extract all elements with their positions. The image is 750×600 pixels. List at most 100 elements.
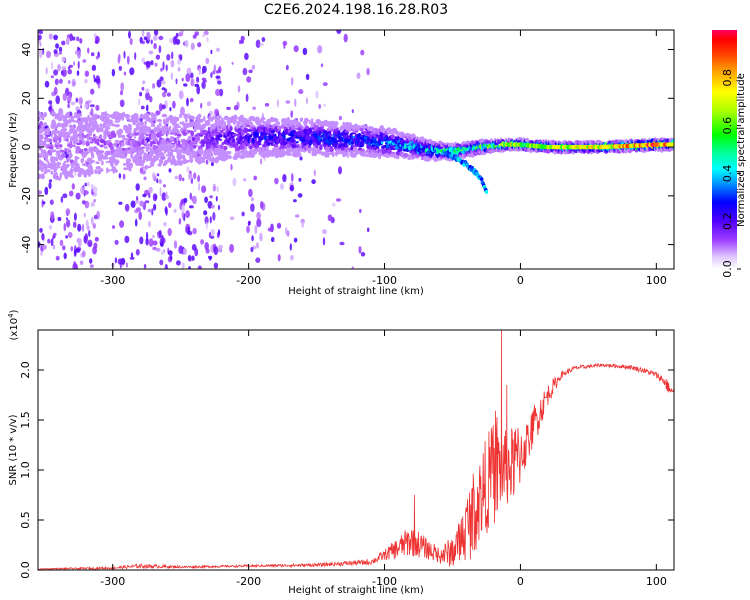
spectrogram-noise-cell: [197, 42, 202, 48]
spectrogram-ridge-cell: [245, 133, 250, 136]
spectrogram-noise-cell: [317, 45, 323, 54]
spectrogram-noise-cell: [343, 33, 348, 43]
spectrogram-ridge-cell: [60, 152, 66, 159]
spectrogram-ridge-cell: [178, 154, 182, 161]
spectrogram-noise-cell: [52, 244, 56, 250]
spectrogram-noise-cell: [244, 52, 249, 61]
x-tick-label: -100: [372, 274, 397, 287]
spectrogram-noise-cell: [75, 248, 81, 253]
spectrogram-ridge-cell: [350, 124, 355, 129]
spectrogram-ridge-cell: [77, 173, 82, 178]
spectrogram-ridge-cell: [218, 116, 222, 119]
spectrogram-noise-cell: [186, 97, 189, 107]
spectrogram-noise-cell: [209, 216, 212, 224]
spectrogram-noise-cell: [336, 30, 342, 34]
spectrogram-noise-cell: [212, 211, 216, 221]
spectrogram-ridge-cell: [149, 140, 153, 147]
spectrogram-ridge-cell: [169, 136, 174, 140]
spectrogram-ridge-cell: [219, 129, 224, 134]
spectrogram-ridge-cell: [139, 163, 145, 167]
spectrogram-ridge-cell: [342, 121, 346, 128]
spectrogram-ridge-cell: [66, 111, 70, 115]
spectrogram-ridge-cell: [55, 177, 59, 181]
spectrogram-ridge-cell: [298, 152, 302, 158]
spectrogram-ridge-cell: [212, 156, 215, 163]
spectrogram-noise-cell: [149, 96, 153, 103]
spectrogram-noise-cell: [187, 255, 192, 262]
spectrogram-ridge-cell: [103, 134, 107, 141]
spectrogram-ridge-cell: [48, 150, 53, 156]
spectrogram-ridge-cell: [66, 163, 70, 167]
spectrogram-noise-cell: [92, 246, 97, 255]
spectrogram-noise-cell: [67, 80, 71, 84]
spectrogram-ridge-cell: [331, 150, 335, 158]
spectrogram-ridge-cell: [345, 144, 349, 148]
spectrogram-noise-cell: [277, 254, 281, 262]
spectrogram-ridge-cell: [141, 160, 146, 164]
spectrogram-noise-cell: [75, 50, 78, 55]
spectrogram-ridge-cell: [372, 137, 377, 141]
spectrogram-noise-cell: [75, 264, 78, 269]
spectrogram-noise-cell: [50, 211, 55, 220]
colorbar-gradient: [712, 30, 737, 269]
spectrogram-ridge-cell: [155, 157, 159, 161]
spectrogram-noise-cell: [295, 214, 300, 218]
spectrogram-noise-cell: [142, 193, 147, 198]
spectrogram-ridge-cell: [151, 123, 155, 126]
spectrogram-noise-cell: [47, 238, 51, 244]
spectrogram-ridge-cell: [45, 153, 49, 160]
spectrogram-ridge-cell: [59, 172, 63, 179]
spectrogram-noise-cell: [92, 186, 98, 194]
spectrogram-noise-cell: [173, 240, 178, 249]
spectrogram-noise-cell: [192, 195, 197, 205]
spectrogram-ridge-cell: [349, 149, 355, 153]
x-tick-label: -300: [100, 575, 125, 588]
spectrogram-ridge-cell: [105, 126, 111, 130]
spectrogram-noise-cell: [72, 221, 77, 228]
spectrogram-ridge-cell: [227, 155, 232, 160]
spectrogram-noise-cell: [251, 197, 254, 202]
spectrogram-noise-cell: [264, 103, 270, 107]
spectrogram-noise-cell: [218, 88, 224, 97]
spectrogram-noise-cell: [83, 212, 86, 218]
spectrogram-noise-cell: [177, 67, 181, 72]
snr-multiplier-base: (x10: [9, 318, 20, 341]
spectrogram-ridge-cell: [72, 119, 76, 123]
spectrogram-ridge-cell: [319, 144, 323, 151]
spectrogram-noise-cell: [134, 52, 137, 61]
spectrogram-noise-cell: [313, 169, 316, 177]
spectrogram-ridge-cell: [274, 133, 277, 137]
spectrogram-noise-cell: [358, 246, 362, 254]
spectrogram-ridge-cell: [81, 157, 85, 162]
spectrogram-noise-cell: [139, 200, 145, 207]
spectrogram-ridge-cell: [171, 149, 174, 153]
spectrogram-noise-cell: [215, 195, 218, 202]
spectrogram-ridge-cell: [212, 133, 218, 136]
spectrogram-noise-cell: [81, 224, 85, 232]
spectrogram-ridge-cell: [168, 125, 172, 129]
spectrogram-ridge-cell: [171, 142, 176, 145]
spectrogram-ridge-cell: [281, 123, 286, 127]
spectrogram-noise-cell: [42, 201, 46, 205]
spectrogram-ridge-cell: [310, 118, 314, 123]
snr-y-axis-label: SNR (10 * v/v): [8, 414, 19, 485]
spectrogram-ridge-cell: [489, 138, 493, 143]
spectrogram-noise-cell: [290, 110, 294, 118]
spectrogram-ridge-cell: [41, 173, 45, 180]
spectrogram-noise-cell: [38, 190, 42, 195]
spectrogram-noise-cell: [114, 239, 119, 245]
spectrogram-noise-cell: [204, 216, 209, 225]
spectrogram-noise-cell: [139, 236, 144, 245]
spectrogram-noise-cell: [45, 67, 48, 75]
spectrogram-ridge-cell: [270, 129, 276, 133]
spectrogram-noise-cell: [180, 106, 185, 116]
spectrogram-noise-cell: [230, 163, 233, 171]
spectrogram-noise-cell: [217, 244, 222, 253]
spectrogram-ridge-cell: [125, 158, 132, 163]
spectrogram-noise-cell: [145, 237, 149, 246]
spectrogram-noise-cell: [152, 246, 157, 251]
spectrogram-noise-cell: [190, 72, 194, 79]
spectrogram-ridge-cell: [39, 112, 43, 119]
spectrogram-noise-cell: [146, 138, 151, 142]
spectrogram-noise-cell: [178, 174, 182, 182]
